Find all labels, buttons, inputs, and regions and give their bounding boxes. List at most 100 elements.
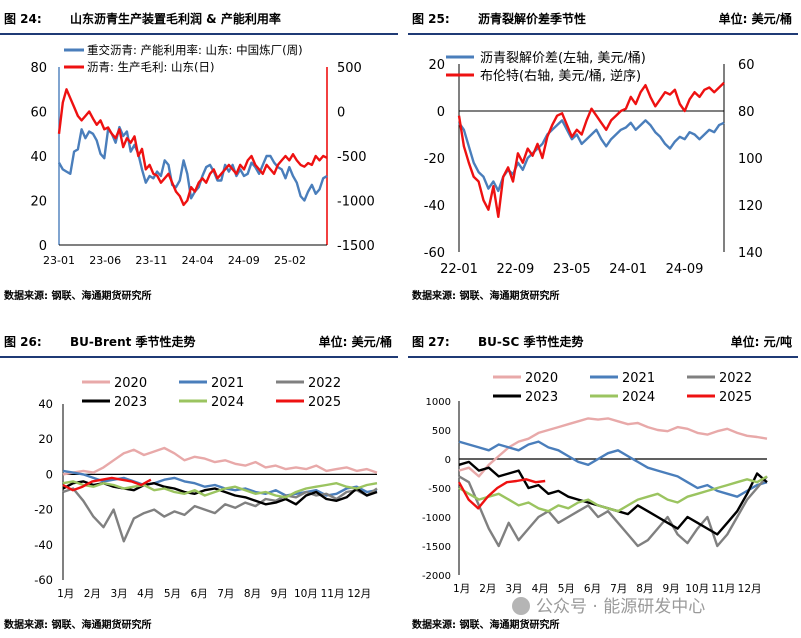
c27-xtick-4: 5月	[558, 583, 575, 595]
fig24-rule	[0, 33, 398, 35]
fig25-source: 数据来源: 钢联、海通期货研究所	[412, 291, 560, 302]
fig25-number: 图 25:	[412, 12, 450, 26]
c27-xtick-7: 8月	[636, 583, 653, 595]
c26-xtick-0: 1月	[57, 588, 74, 600]
c25-yr-tick-4: 140	[738, 246, 763, 261]
c25-legend-label-1: 布伦特(右轴, 美元/桶, 逆序)	[480, 68, 641, 84]
c25-xtick-0: 22-01	[440, 262, 478, 277]
watermark: 公众号 · 能源研发中心	[512, 592, 705, 617]
c24-xtick-5: 25-02	[274, 254, 306, 267]
fig26-header: 图 26: BU-Brent 季节性走势 单位: 美元/桶	[0, 331, 398, 353]
c26-xtick-2: 3月	[110, 588, 127, 600]
c24-yr-tick-0: -1500	[337, 239, 375, 254]
fig25-rule	[408, 33, 798, 35]
c24-yl-tick-3: 60	[30, 106, 47, 121]
panel-fig25: 图 25: 沥青裂解价差季节性 单位: 美元/桶 数据来源: 钢联、海通期货研究…	[408, 8, 798, 308]
fig27-title: BU-SC 季节性走势	[478, 335, 584, 349]
c24-xtick-0: 23-01	[43, 254, 75, 267]
c26-legend-label-0: 2020	[114, 376, 147, 391]
c24-yl-tick-0: 0	[39, 239, 47, 254]
c24-legend-label-0: 重交沥青: 产能利用率: 山东: 中国炼厂(周)	[87, 43, 303, 57]
c27-xtick-2: 3月	[505, 583, 522, 595]
fig26-number: 图 26:	[4, 335, 42, 349]
c27-xtick-9: 10月	[685, 583, 709, 595]
c27-series-4	[458, 475, 768, 513]
c27-series-2	[458, 475, 768, 548]
c24-yl-tick-1: 20	[30, 195, 47, 210]
c25-yl-tick-3: 0	[437, 105, 445, 120]
c27-ytick-6: 1000	[426, 397, 451, 408]
c24-xtick-4: 24-09	[228, 254, 260, 267]
fig25-title: 沥青裂解价差季节性	[478, 12, 587, 26]
fig27-rule	[408, 356, 798, 358]
c24-legend-label-1: 沥青: 生产毛利: 山东(日)	[87, 60, 215, 74]
c24-xtick-1: 23-06	[89, 254, 121, 267]
c24-yl-tick-4: 80	[30, 61, 47, 76]
c26-xtick-6: 7月	[217, 588, 234, 600]
c26-ytick-2: -20	[34, 503, 53, 517]
c26-legend-label-2: 2022	[308, 376, 341, 391]
c25-yr-tick-3: 120	[738, 199, 763, 214]
c26-legend-label-5: 2025	[308, 395, 341, 410]
c24-xtick-3: 24-04	[182, 254, 214, 267]
c24-series-0	[57, 125, 328, 202]
fig24-source: 数据来源: 钢联、海通期货研究所	[4, 291, 152, 302]
c25-yr-tick-1: 80	[738, 105, 755, 120]
c24-yr-tick-1: -1000	[337, 195, 375, 210]
c25-series-1	[457, 81, 725, 218]
c26-legend-label-1: 2021	[211, 376, 244, 391]
fig24-title: 山东沥青生产装置毛利润 & 产能利用率	[70, 12, 281, 26]
fig25-header: 图 25: 沥青裂解价差季节性 单位: 美元/桶	[408, 8, 798, 30]
fig27-source: 数据来源: 钢联、海通期货研究所	[412, 620, 560, 631]
c25-xtick-2: 23-05	[553, 262, 591, 277]
fig26-unit: 单位: 美元/桶	[318, 335, 392, 349]
c27-xtick-11: 12月	[738, 583, 762, 595]
c25-yr-tick-0: 60	[738, 58, 755, 73]
c27-legend-label-0: 2020	[525, 371, 558, 386]
panel-fig24: 图 24: 山东沥青生产装置毛利润 & 产能利用率 数据来源: 钢联、海通期货研…	[0, 8, 398, 308]
c27-legend-label-2: 2022	[719, 371, 752, 386]
c26-series-0	[62, 446, 378, 476]
c27-ytick-0: -2000	[422, 571, 451, 582]
c24-xtick-2: 23-11	[135, 254, 167, 267]
c26-ytick-0: -60	[34, 573, 53, 587]
c27-xtick-5: 6月	[584, 583, 601, 595]
c25-xtick-4: 24-09	[666, 262, 704, 277]
c27-xtick-3: 4月	[532, 583, 549, 595]
c27-series-5	[457, 478, 546, 510]
c27-xtick-8: 9月	[662, 583, 679, 595]
c26-xtick-10: 11月	[321, 588, 345, 600]
c27-ytick-4: 0	[445, 455, 451, 466]
c25-legend-label-0: 沥青裂解价差(左轴, 美元/桶)	[480, 51, 646, 66]
c25-yl-tick-0: -60	[424, 246, 445, 261]
c27-ytick-5: 500	[432, 426, 451, 437]
c27-series-1	[458, 440, 768, 498]
c25-yl-tick-1: -40	[424, 199, 445, 214]
c26-xtick-5: 6月	[191, 588, 208, 600]
c24-yl-tick-2: 40	[30, 150, 47, 165]
c26-series-2	[62, 487, 378, 543]
c26-xtick-4: 5月	[164, 588, 181, 600]
fig27-number: 图 27:	[412, 335, 450, 349]
c26-xtick-8: 9月	[271, 588, 288, 600]
c26-xtick-7: 8月	[244, 588, 261, 600]
fig27-header: 图 27: BU-SC 季节性走势 单位: 元/吨	[408, 331, 798, 353]
c25-yl-tick-4: 20	[428, 58, 445, 73]
panel-fig27: 图 27: BU-SC 季节性走势 单位: 元/吨 数据来源: 钢联、海通期货研…	[408, 331, 798, 636]
c27-legend-label-3: 2023	[525, 390, 558, 405]
c26-legend-label-3: 2023	[114, 395, 147, 410]
c27-xtick-0: 1月	[453, 583, 470, 595]
c25-yl-tick-2: -20	[424, 152, 445, 167]
watermark-text: 公众号 · 能源研发中心	[536, 597, 706, 617]
fig24-header: 图 24: 山东沥青生产装置毛利润 & 产能利用率	[0, 8, 398, 30]
c26-series-5	[62, 476, 152, 492]
c26-ytick-4: 20	[38, 432, 53, 446]
c24-yr-tick-4: 500	[337, 61, 362, 76]
c27-xtick-1: 2月	[479, 583, 496, 595]
c27-xtick-10: 11月	[711, 583, 735, 595]
fig26-source: 数据来源: 钢联、海通期货研究所	[4, 620, 152, 631]
c26-ytick-1: -40	[34, 538, 53, 552]
fig26-rule	[0, 356, 398, 358]
c24-yr-tick-3: 0	[337, 106, 345, 121]
